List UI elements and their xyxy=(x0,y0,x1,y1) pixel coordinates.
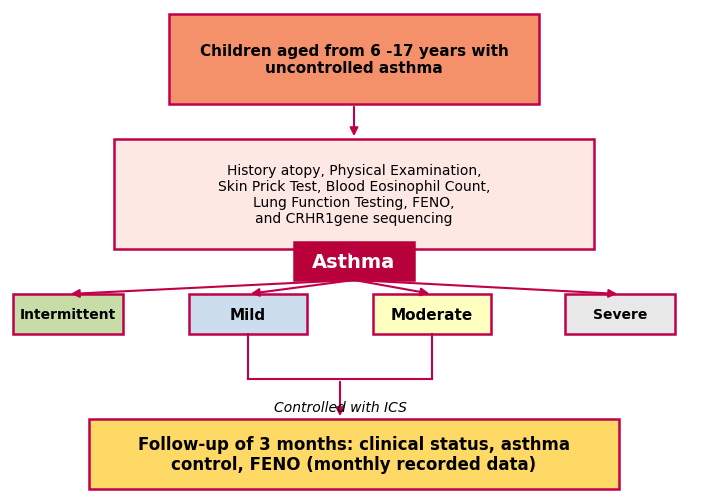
Text: History atopy, Physical Examination,
Skin Prick Test, Blood Eosinophil Count,
Lu: History atopy, Physical Examination, Ski… xyxy=(218,163,490,226)
FancyBboxPatch shape xyxy=(169,15,539,105)
FancyBboxPatch shape xyxy=(373,295,491,334)
FancyBboxPatch shape xyxy=(89,419,619,489)
Text: Mild: Mild xyxy=(230,307,266,322)
FancyBboxPatch shape xyxy=(294,242,414,281)
FancyBboxPatch shape xyxy=(189,295,307,334)
FancyBboxPatch shape xyxy=(565,295,675,334)
Text: Moderate: Moderate xyxy=(391,307,473,322)
Text: Severe: Severe xyxy=(593,308,647,321)
Text: Intermittent: Intermittent xyxy=(20,308,116,321)
FancyBboxPatch shape xyxy=(13,295,123,334)
Text: Asthma: Asthma xyxy=(312,252,396,271)
Text: Follow-up of 3 months: clinical status, asthma
control, FENO (monthly recorded d: Follow-up of 3 months: clinical status, … xyxy=(138,435,570,473)
Text: Controlled with ICS: Controlled with ICS xyxy=(273,400,406,414)
Text: Children aged from 6 -17 years with
uncontrolled asthma: Children aged from 6 -17 years with unco… xyxy=(200,44,508,76)
FancyBboxPatch shape xyxy=(114,140,594,249)
